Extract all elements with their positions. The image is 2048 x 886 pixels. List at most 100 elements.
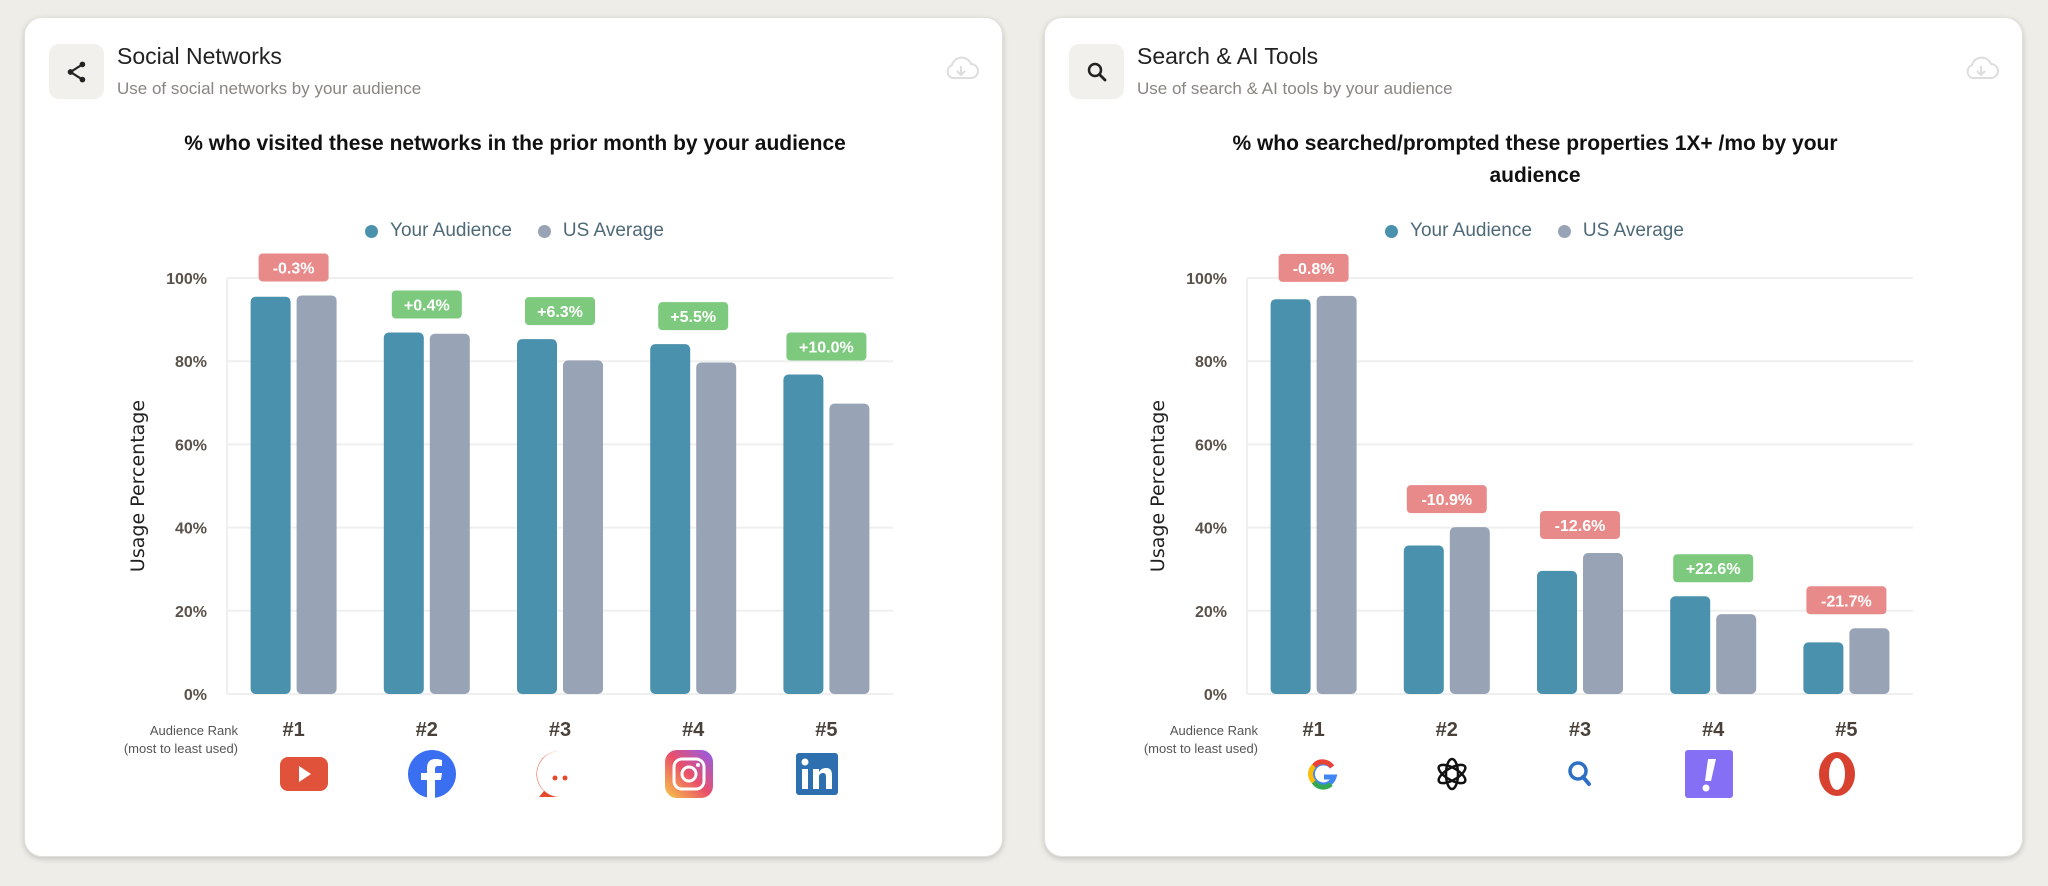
social-networks-card: Social Networks Use of social networks b… [24,17,1003,857]
reddit-logo [535,749,585,799]
search-icon [1069,44,1124,99]
rank-label: #3 [1569,719,1591,741]
diff-badge [658,302,729,331]
legend-your-audience[interactable]: Your Audience [365,220,512,242]
diff-badge [1806,586,1887,615]
y-tick-label: 0% [184,687,207,704]
y-tick-label: 40% [175,521,207,538]
bar-us-average [1449,527,1490,694]
bar-chart: 0% 20% 40% 60% 80% 100% Usage Percentage -0.8% #… [1147,253,1913,741]
search-ai-tools-card: Search & AI Tools Use of search & AI too… [1044,17,2023,857]
diff-badge-label: -12.6% [1555,518,1606,535]
rank-label: #2 [1436,719,1458,741]
rank-label: #5 [1835,719,1857,741]
y-tick-label: 0% [1204,687,1227,704]
bar-your-audience [1537,570,1577,694]
card-subtitle: Use of social networks by your audience [117,79,422,98]
diff-badge [1406,485,1487,514]
legend-us-average[interactable]: US Average [537,220,664,242]
diff-badge-label: -10.9% [1421,492,1472,509]
google-logo [1299,749,1349,799]
rank-label: #4 [1702,719,1725,741]
diff-badge [258,253,329,282]
chart-title: % who visited these networks in the prio… [184,132,846,155]
bar-us-average [696,362,737,694]
rank-caption-line2: (most to least used) [123,741,238,756]
y-axis-label: Usage Percentage [127,400,149,572]
bar-your-audience [1670,596,1711,694]
y-axis-label: Usage Percentage [1147,400,1169,572]
bar-us-average [563,360,603,694]
y-tick-label: 20% [1195,604,1227,621]
linkedin-logo [792,749,842,799]
bar-us-average [1849,628,1890,694]
rank-label: #5 [815,719,837,741]
bar-your-audience [250,296,291,694]
rank-label: #1 [1302,719,1324,741]
diff-badge-label: +5.5% [670,309,716,326]
diff-badge [391,290,462,319]
diff-badge-label: +10.0% [799,340,854,357]
y-tick-label: 100% [1186,271,1227,288]
diff-badge [786,332,867,361]
diff-badge-label: +0.4% [404,297,450,314]
share-icon [49,44,104,99]
card-subtitle: Use of search & AI tools by your audienc… [1137,79,1453,98]
rank-label: #3 [549,719,571,741]
bar-us-average [429,333,470,694]
bar-your-audience [1270,299,1311,694]
diff-badge-label: -0.8% [1293,261,1335,278]
diff-badge-label: -21.7% [1821,593,1872,610]
facebook-logo [407,749,457,799]
y-tick-label: 60% [1195,437,1227,454]
bar-us-average [1583,552,1623,694]
bar-your-audience [650,344,691,694]
legend-label: Your Audience [390,220,512,241]
rank-caption-line1: Audience Rank [1169,723,1258,738]
cloud-download-icon[interactable] [943,54,979,84]
rank-caption: Audience Rank (most to least used) [124,722,238,758]
search-logo [1555,749,1605,799]
legend-us-average[interactable]: US Average [1557,220,1684,242]
y-tick-label: 60% [175,437,207,454]
card-title: Search & AI Tools [1137,43,1319,69]
bar-your-audience [1403,545,1444,694]
legend: Your Audience US Average [25,220,1004,242]
openai-logo [1427,749,1477,799]
opera-logo [1812,749,1862,799]
rank-caption-line1: Audience Rank [149,723,238,738]
cloud-download-icon[interactable] [1963,54,1999,84]
bar-us-average [829,403,870,694]
diff-badge-label: +6.3% [537,304,583,321]
y-tick-label: 20% [175,604,207,621]
diff-badge [1540,510,1620,539]
legend: Your Audience US Average [1045,220,2024,242]
rank-label: #4 [682,719,705,741]
bar-us-average [1316,295,1357,694]
diff-badge [1673,554,1754,583]
bar-your-audience [1803,642,1844,694]
diff-badge [525,297,595,326]
legend-label: US Average [1582,220,1684,241]
rank-label: #1 [282,719,304,741]
y-tick-label: 80% [1195,354,1227,371]
legend-label: Your Audience [1410,220,1532,241]
legend-label: US Average [562,220,664,241]
yahoo-logo [1684,749,1734,799]
card-title: Social Networks [117,43,282,69]
rank-caption-line2: (most to least used) [1143,741,1258,756]
bar-chart: 0% 20% 40% 60% 80% 100% Usage Percentage -0.3% #… [127,253,893,741]
bar-us-average [296,295,337,694]
rank-label: #2 [416,719,438,741]
bar-your-audience [383,332,424,694]
y-tick-label: 40% [1195,521,1227,538]
bar-your-audience [517,339,557,694]
y-tick-label: 100% [166,271,207,288]
bar-your-audience [783,374,824,694]
chart-title: % who searched/prompted these properties… [1232,132,1838,187]
rank-caption: Audience Rank (most to least used) [1144,722,1258,758]
diff-badge [1278,253,1349,282]
youtube-logo [279,749,329,799]
diff-badge-label: -0.3% [273,260,315,277]
legend-your-audience[interactable]: Your Audience [1385,220,1532,242]
